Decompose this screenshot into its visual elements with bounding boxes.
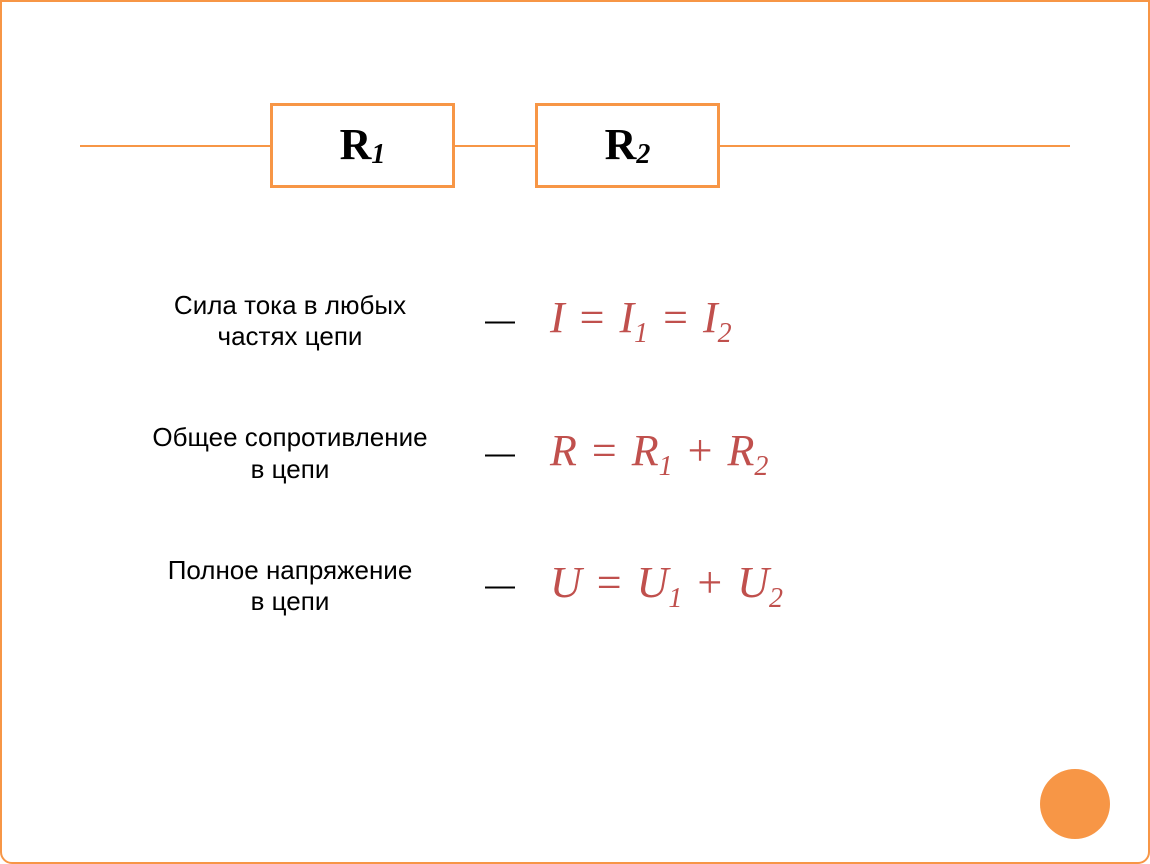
resistor-2-label: R2 — [605, 119, 651, 171]
dash-icon: — — [480, 437, 520, 471]
circuit-diagram: R1 R2 — [80, 100, 1070, 200]
laws-list: Сила тока в любых частях цепи — I = I1 =… — [120, 290, 1050, 687]
law-desc-current: Сила тока в любых частях цепи — [120, 290, 460, 352]
resistor-1: R1 — [270, 103, 455, 188]
dash-icon: — — [480, 304, 520, 338]
law-row-current: Сила тока в любых частях цепи — I = I1 =… — [120, 290, 1050, 352]
wire-middle — [455, 145, 535, 147]
law-row-resistance: Общее сопротивление в цепи — R = R1 + R2 — [120, 422, 1050, 484]
resistor-1-label: R1 — [340, 119, 386, 171]
wire-left — [80, 145, 270, 147]
formula-voltage: U = U1 + U2 — [550, 557, 783, 615]
resistor-2: R2 — [535, 103, 720, 188]
law-desc-resistance: Общее сопротивление в цепи — [120, 422, 460, 484]
wire-right — [720, 145, 1070, 147]
decorative-circle — [1040, 769, 1110, 839]
law-row-voltage: Полное напряжение в цепи — U = U1 + U2 — [120, 555, 1050, 617]
law-desc-voltage: Полное напряжение в цепи — [120, 555, 460, 617]
dash-icon: — — [480, 569, 520, 603]
formula-current: I = I1 = I2 — [550, 292, 732, 350]
formula-resistance: R = R1 + R2 — [550, 425, 768, 483]
